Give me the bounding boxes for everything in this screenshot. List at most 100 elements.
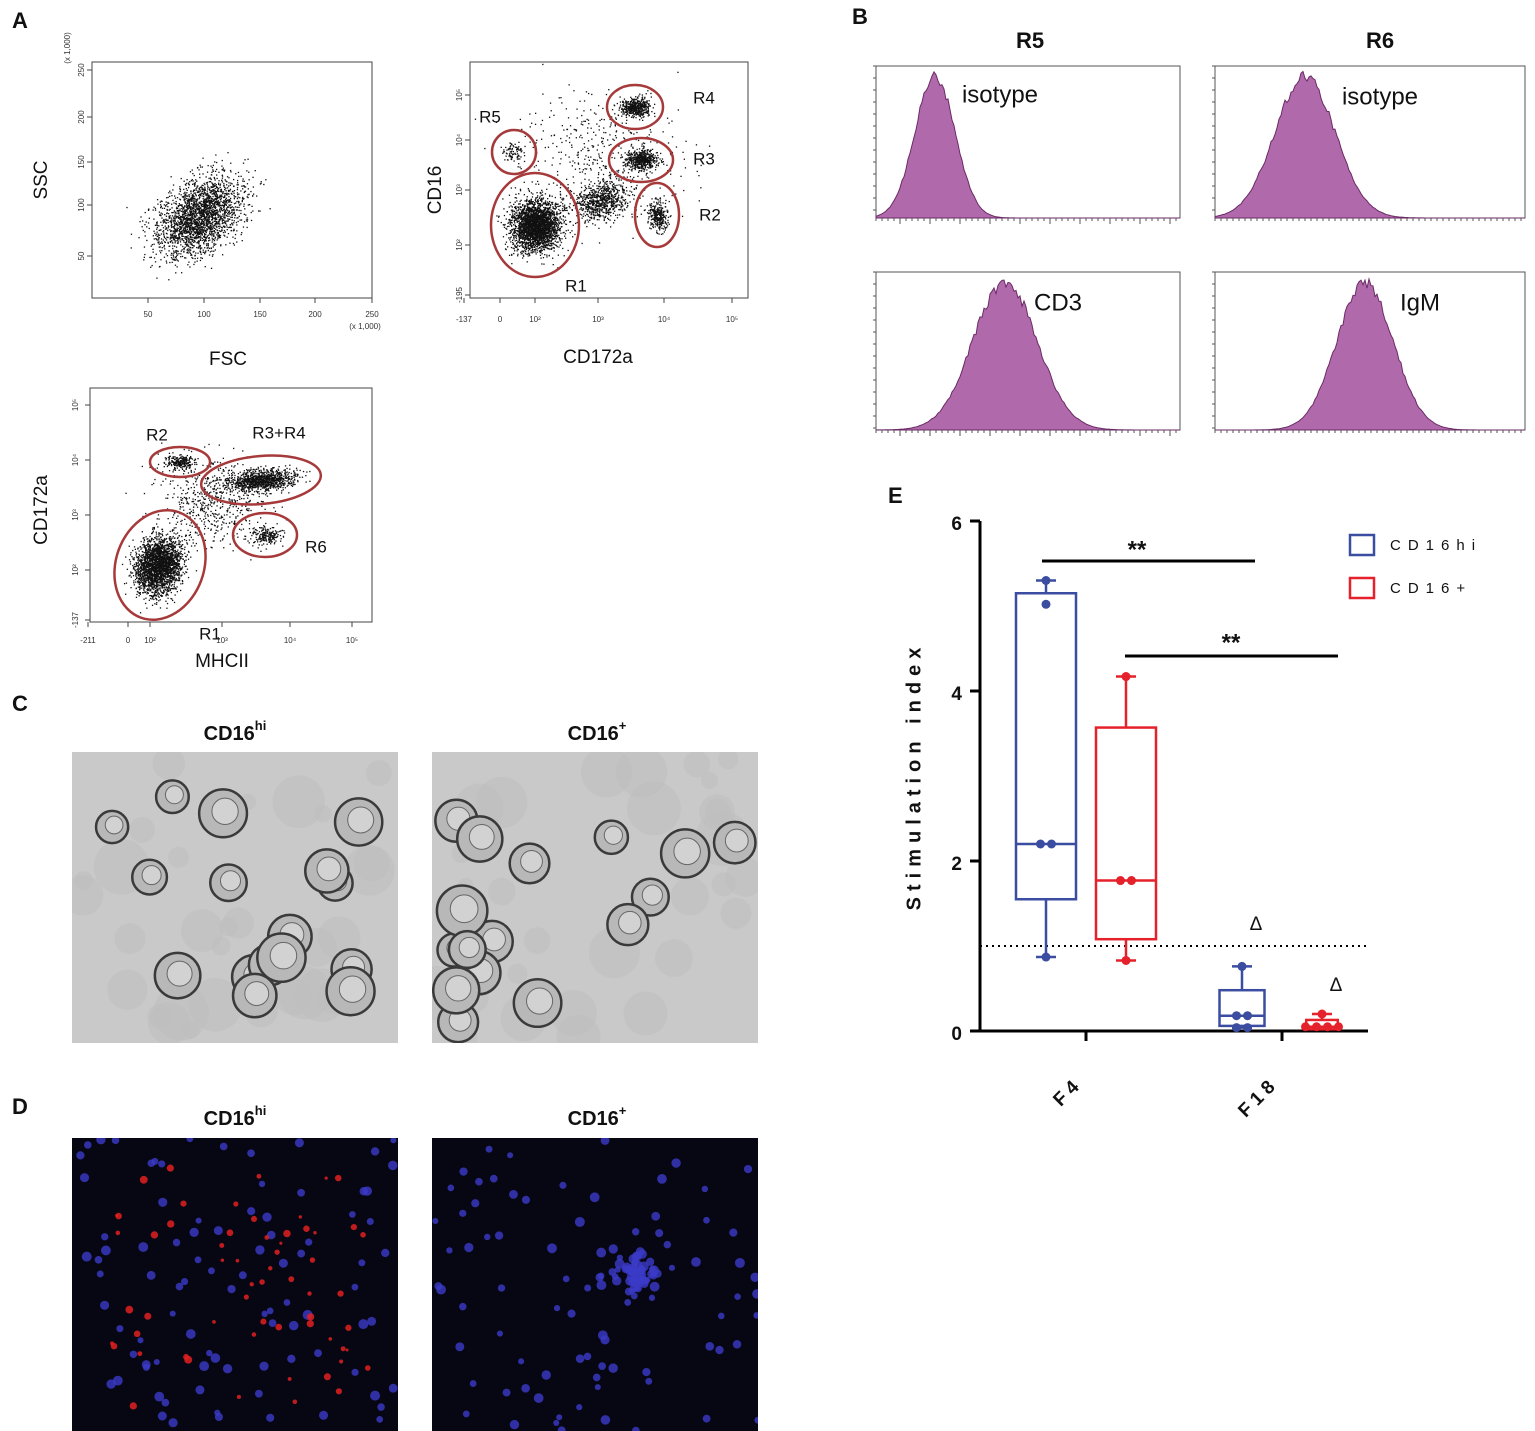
event-dot (212, 214, 215, 216)
event-dot (265, 179, 267, 181)
event-dot (225, 192, 227, 195)
event-dot (203, 182, 205, 185)
event-dot (191, 214, 193, 216)
event-dot (545, 234, 548, 237)
event-dot (156, 221, 158, 223)
event-dot (206, 213, 208, 215)
event-dot (246, 217, 248, 219)
event-dot (178, 213, 180, 215)
event-dot (204, 253, 206, 255)
event-dot (193, 201, 195, 203)
event-dot (217, 220, 219, 223)
event-dot (199, 190, 201, 192)
event-dot (213, 230, 215, 232)
event-dot (153, 238, 155, 240)
event-dot (196, 180, 198, 182)
event-dot (190, 235, 192, 238)
event-dot (531, 249, 534, 251)
event-dot (181, 233, 184, 235)
event-dot (179, 223, 181, 226)
event-dot (211, 171, 213, 173)
event-dot (189, 229, 191, 232)
event-dot (203, 232, 206, 235)
event-dot (211, 213, 213, 215)
event-dot (539, 238, 541, 240)
event-dot (547, 219, 549, 221)
event-dot (179, 222, 181, 224)
event-dot (551, 226, 553, 228)
event-dot (193, 230, 195, 233)
event-dot (235, 173, 237, 175)
event-dot (163, 236, 166, 239)
event-dot (187, 205, 190, 207)
event-dot (147, 222, 150, 224)
event-dot (504, 223, 506, 226)
event-dot (547, 232, 549, 234)
event-dot (180, 219, 182, 222)
event-dot (188, 217, 191, 220)
event-dot (527, 206, 530, 208)
event-dot (250, 219, 253, 222)
event-dot (228, 200, 231, 202)
event-dot (190, 213, 192, 215)
event-dot (191, 220, 193, 222)
event-dot (217, 235, 219, 237)
event-dot (245, 219, 248, 221)
event-dot (202, 223, 204, 225)
event-dot (162, 230, 164, 233)
event-dot (184, 198, 186, 200)
event-dot (219, 230, 222, 233)
event-dot (207, 249, 209, 252)
event-dot (186, 239, 188, 241)
event-dot (211, 189, 214, 191)
event-dot (509, 219, 511, 221)
event-dot (515, 217, 517, 219)
event-dot (204, 188, 206, 190)
event-dot (511, 219, 513, 221)
event-dot (538, 216, 540, 218)
event-dot (526, 238, 528, 240)
event-dot (203, 222, 205, 224)
event-dot (526, 237, 528, 239)
event-dot (536, 235, 538, 238)
event-dot (181, 272, 183, 274)
event-dot (537, 244, 539, 246)
event-dot (559, 217, 561, 219)
event-dot (213, 177, 216, 180)
event-dot (233, 198, 235, 200)
event-dot (516, 250, 518, 252)
event-dot (208, 227, 211, 229)
event-dot (528, 247, 530, 250)
event-dot (230, 192, 232, 195)
event-dot (174, 195, 176, 197)
event-dot (526, 214, 528, 217)
event-dot (197, 241, 199, 244)
event-dot (226, 208, 228, 210)
event-dot (184, 236, 186, 238)
event-dot (221, 229, 223, 231)
event-dot (203, 215, 206, 217)
event-dot (188, 207, 190, 209)
event-dot (160, 204, 162, 206)
event-dot (194, 241, 196, 243)
event-dot (165, 260, 167, 262)
event-dot (205, 182, 208, 184)
event-dot (548, 236, 550, 238)
event-dot (193, 184, 196, 186)
event-dot (514, 206, 516, 208)
event-dot (519, 217, 521, 219)
event-dot (171, 237, 173, 239)
event-dot (560, 241, 563, 244)
event-dot (188, 200, 190, 202)
event-dot (186, 231, 189, 234)
event-dot (199, 197, 201, 199)
event-dot (259, 183, 262, 185)
event-dot (174, 219, 176, 221)
event-dot (569, 232, 571, 234)
event-dot (176, 216, 178, 218)
event-dot (246, 196, 248, 198)
event-dot (534, 218, 536, 221)
event-dot (533, 218, 535, 221)
event-dot (208, 181, 210, 183)
event-dot (169, 240, 171, 243)
